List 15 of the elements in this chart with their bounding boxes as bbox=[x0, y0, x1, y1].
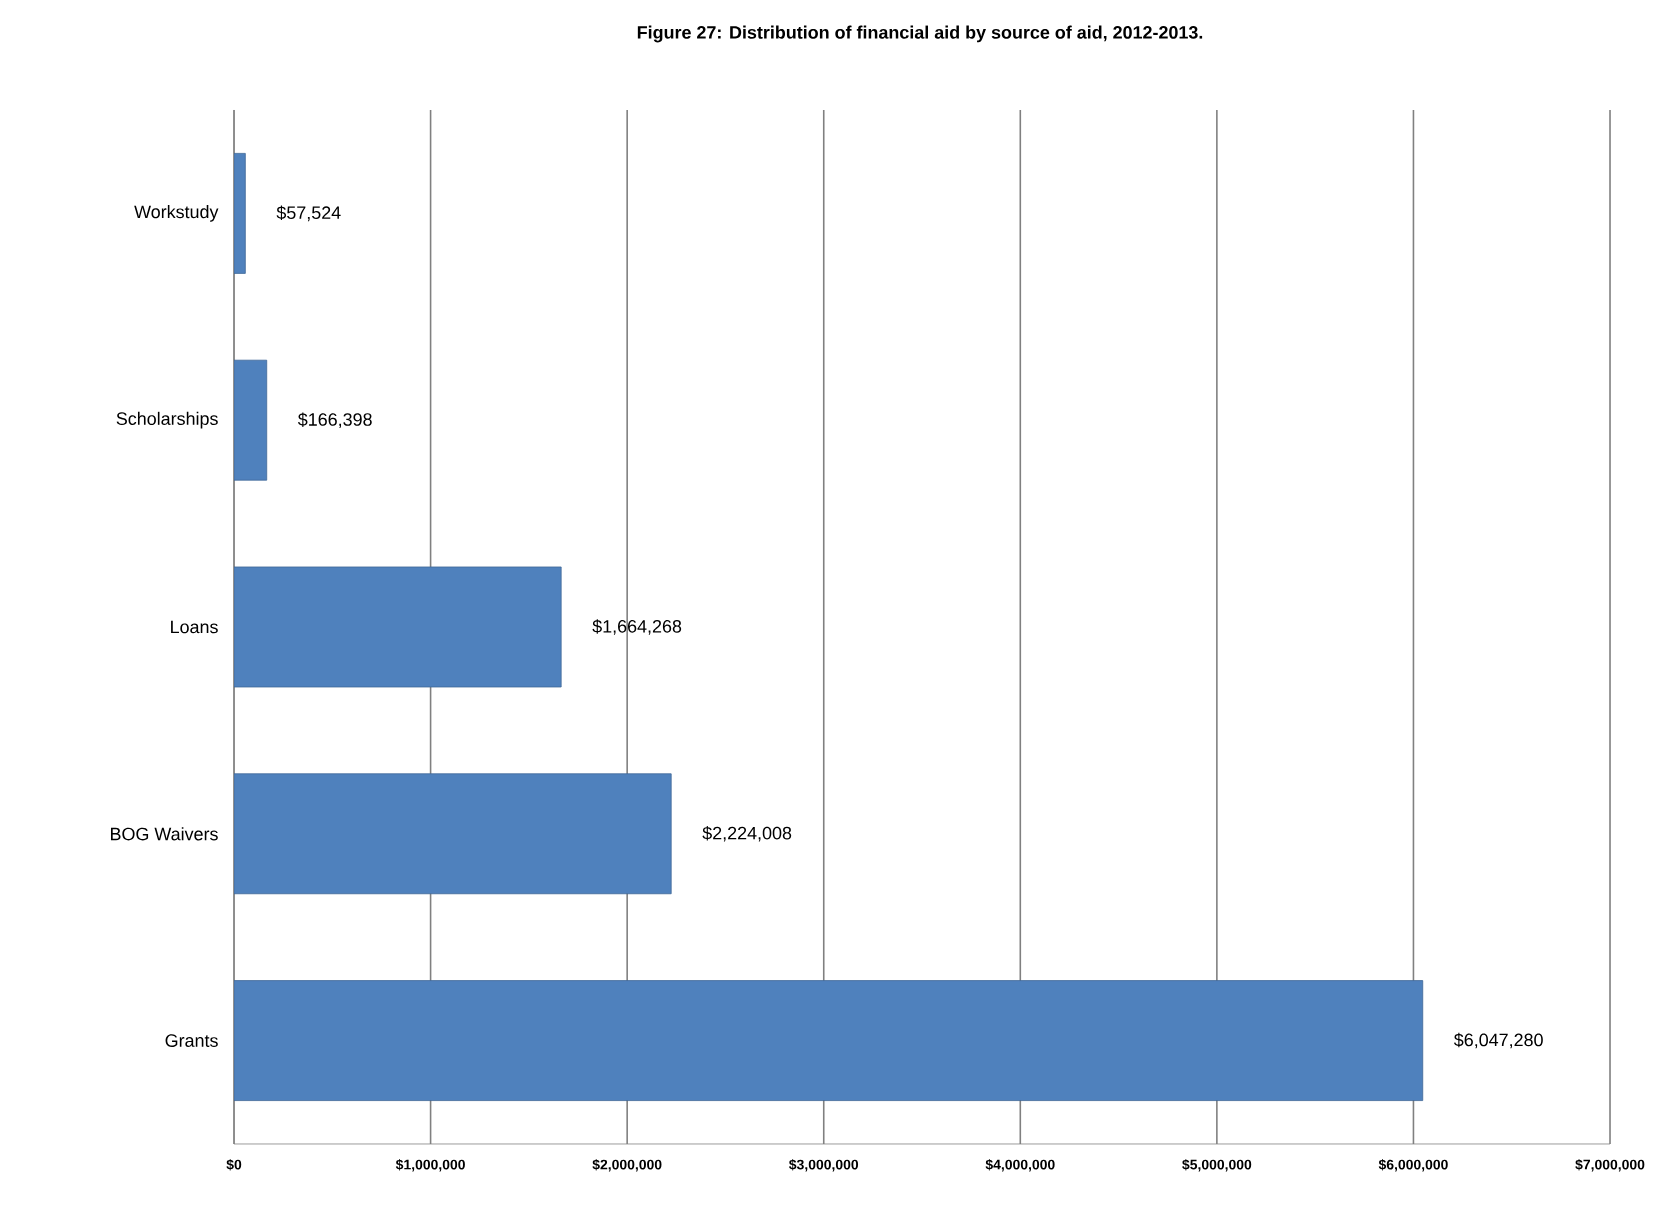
data-label: $1,664,268 bbox=[592, 619, 682, 635]
data-label: $2,224,008 bbox=[702, 825, 792, 842]
y-tick-label: BOG Waivers bbox=[111, 827, 218, 841]
bar bbox=[234, 980, 1424, 1101]
bar bbox=[234, 566, 562, 688]
data-label: $6,047,280 bbox=[1453, 1032, 1543, 1049]
y-tick-label: Grants bbox=[165, 1034, 218, 1047]
y-tick-label: Scholarships bbox=[116, 411, 218, 429]
chart-title: Figure 27: Distribution of financial aid by source of aid, 2012-2013. bbox=[637, 25, 1203, 43]
y-tick-label: Loans bbox=[171, 620, 218, 634]
y-tick-label: Workstudy bbox=[134, 205, 219, 222]
data-label: $57,524 bbox=[276, 205, 341, 222]
bar bbox=[234, 359, 268, 481]
bar bbox=[234, 773, 672, 895]
data-label: $166,398 bbox=[297, 412, 372, 428]
